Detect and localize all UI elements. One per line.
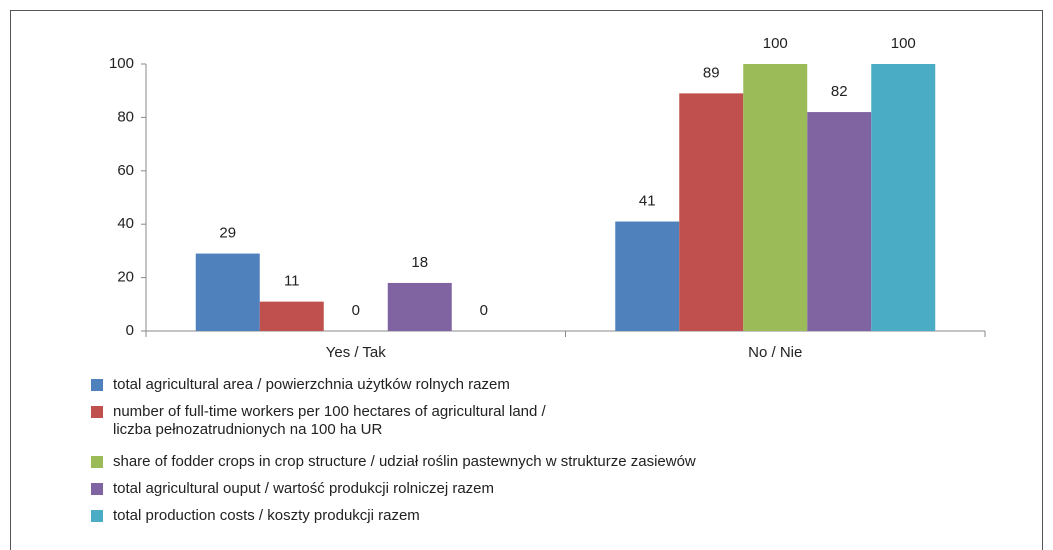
legend-swatch [91, 483, 103, 495]
bar [743, 64, 808, 331]
y-tick-label: 100 [109, 55, 134, 72]
bar [615, 221, 680, 331]
bar [195, 253, 260, 331]
bar [259, 301, 324, 331]
value-label: 0 [352, 302, 360, 319]
value-label: 29 [219, 225, 236, 242]
legend-label: total production costs / koszty produkcj… [113, 507, 420, 524]
value-label: 0 [480, 302, 488, 319]
value-label: 89 [703, 64, 720, 81]
legend-swatch [91, 379, 103, 391]
legend-swatch [91, 456, 103, 468]
bar [679, 93, 744, 332]
y-tick-label: 20 [117, 269, 134, 286]
bar [871, 64, 936, 331]
value-label: 41 [639, 192, 656, 209]
value-label: 82 [831, 83, 848, 100]
legend-swatch [91, 510, 103, 522]
y-tick-label: 40 [117, 215, 134, 232]
value-label: 100 [891, 35, 916, 52]
bar [807, 112, 872, 331]
x-tick-label: No / Nie [748, 344, 802, 361]
frame [10, 10, 1043, 550]
value-label: 18 [411, 254, 428, 271]
legend-label: share of fodder crops in crop structure … [113, 453, 696, 470]
value-label: 100 [763, 35, 788, 52]
bar [387, 282, 452, 331]
legend-line: number of full-time workers per 100 hect… [113, 403, 547, 420]
legend-label: total agricultural ouput / wartość produ… [113, 480, 494, 497]
legend-label: number of full-time workers per 100 hect… [113, 403, 547, 438]
y-tick-label: 0 [126, 322, 134, 339]
y-tick-label: 80 [117, 108, 134, 125]
legend-line: liczba pełnozatrudnionych na 100 ha UR [113, 421, 383, 438]
value-label: 11 [284, 273, 300, 290]
y-tick-label: 60 [117, 162, 134, 179]
legend-swatch [91, 406, 103, 418]
x-tick-label: Yes / Tak [326, 344, 387, 361]
legend-label: total agricultural area / powierzchnia u… [113, 376, 510, 393]
